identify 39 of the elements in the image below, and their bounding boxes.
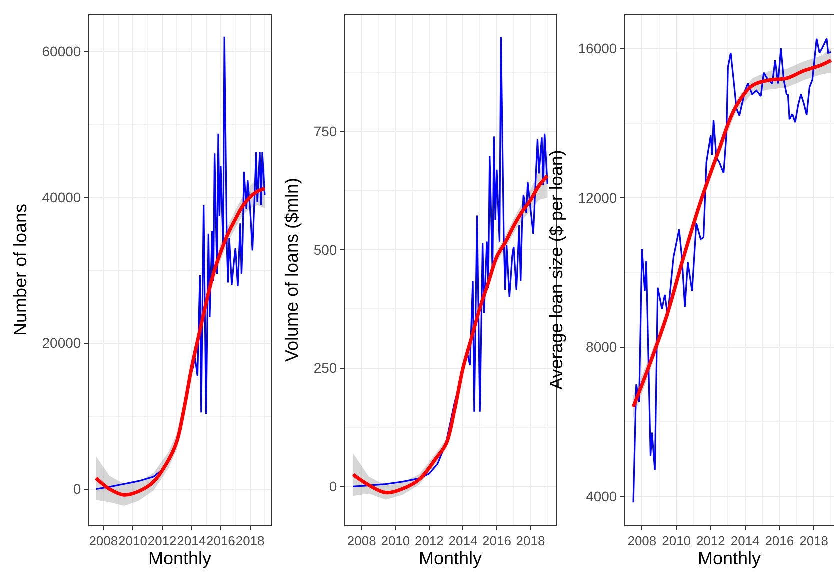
x-tick-label: 2018 xyxy=(800,534,829,549)
x-tick-label: 2014 xyxy=(177,534,206,549)
x-tick-label: 2012 xyxy=(414,534,444,549)
y-tick-label: 40000 xyxy=(42,189,82,206)
y-tick-label: 60000 xyxy=(42,43,82,60)
x-tick-label: 2010 xyxy=(662,534,692,549)
line-series xyxy=(95,36,266,490)
y-axis-title: Volume of loans ($mln) xyxy=(282,178,302,362)
y-tick-label: 750 xyxy=(314,123,338,140)
x-tick-label: 2018 xyxy=(516,534,546,549)
x-axis-title: Monthly xyxy=(418,548,482,569)
y-tick-label: 250 xyxy=(314,360,338,376)
x-axis-title: Monthly xyxy=(698,548,762,569)
y-tick-label: 8000 xyxy=(586,339,618,356)
x-tick-label: 2016 xyxy=(206,534,236,549)
x-tick-label: 2014 xyxy=(448,534,478,549)
x-tick-label: 2012 xyxy=(148,534,177,549)
y-axis-title: Number of loans xyxy=(10,204,30,336)
x-tick-label: 2014 xyxy=(730,534,760,549)
y-tick-label: 0 xyxy=(329,478,338,495)
x-tick-label: 2008 xyxy=(89,534,118,549)
x-tick-label: 2012 xyxy=(696,534,726,549)
y-tick-label: 16000 xyxy=(578,40,618,56)
x-axis-title: Monthly xyxy=(148,548,212,569)
x-tick-label: 2010 xyxy=(381,534,410,549)
y-tick-label: 500 xyxy=(314,242,338,258)
y-tick-label: 0 xyxy=(73,481,82,498)
line-series xyxy=(352,36,548,488)
line-series xyxy=(632,38,832,504)
x-tick-label: 2016 xyxy=(482,534,512,549)
y-tick-label: 20000 xyxy=(42,335,82,352)
x-tick-label: 2016 xyxy=(765,534,794,549)
x-tick-label: 2010 xyxy=(118,534,148,549)
x-tick-label: 2008 xyxy=(628,534,657,549)
x-tick-label: 2018 xyxy=(236,534,265,549)
y-tick-label: 12000 xyxy=(578,190,618,206)
y-tick-label: 4000 xyxy=(586,488,618,505)
x-tick-label: 2008 xyxy=(347,534,376,549)
y-axis-title: Average loan size ($ per loan) xyxy=(546,150,566,390)
